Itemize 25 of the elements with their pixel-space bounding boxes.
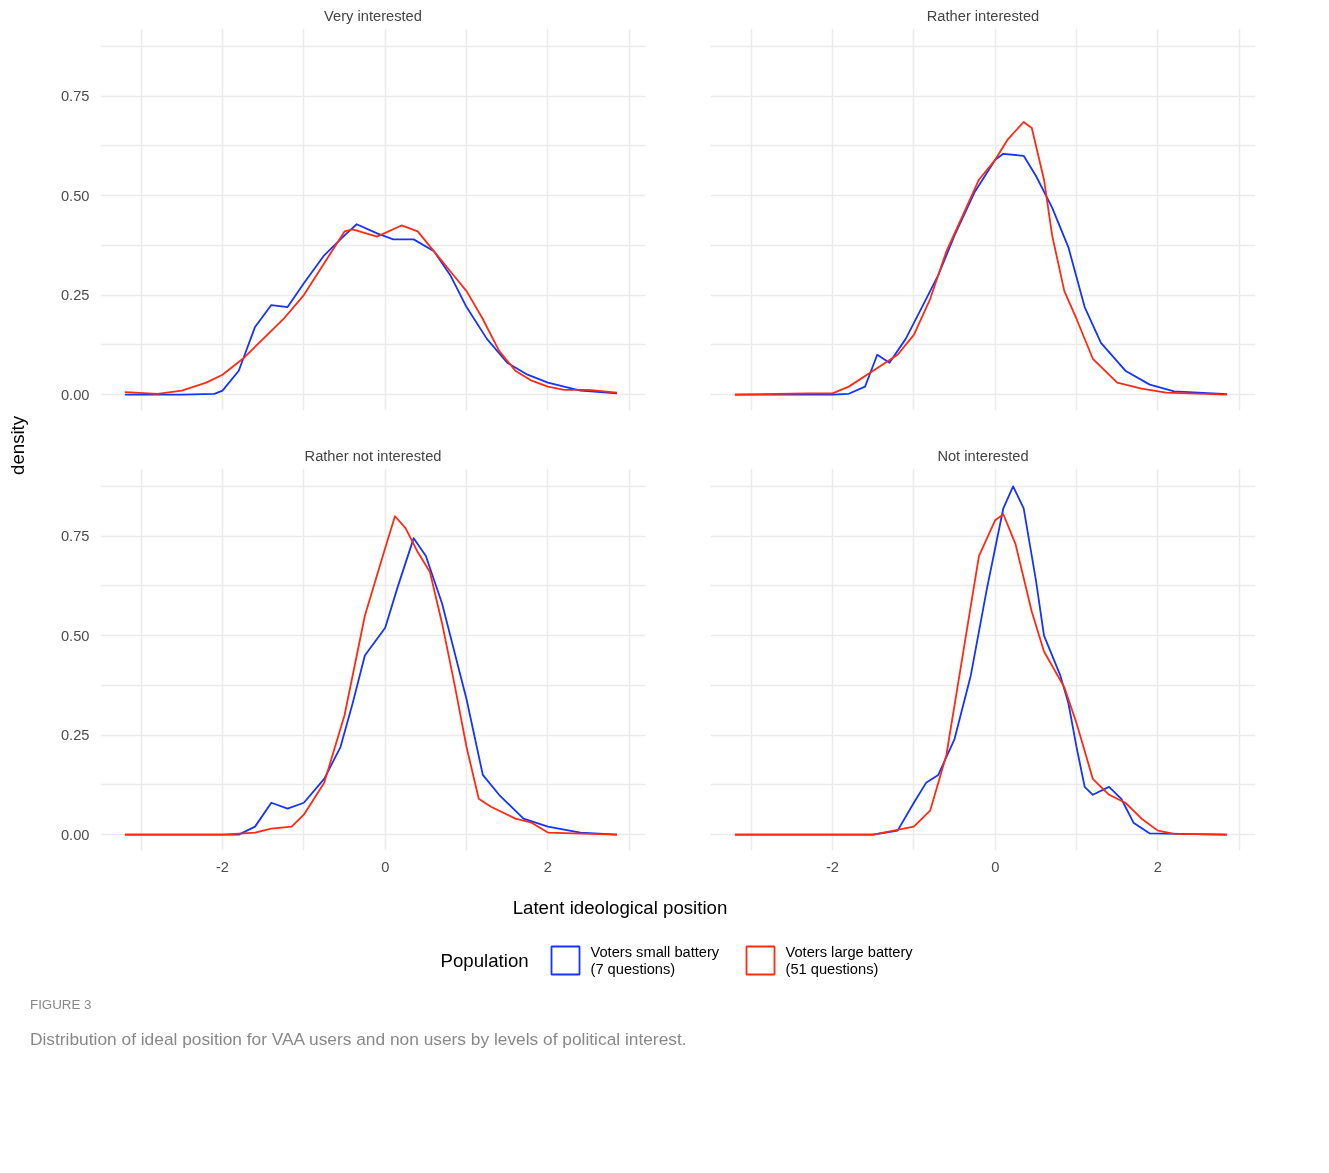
chart-title: Not interested xyxy=(937,447,1029,464)
y-tick-label: 0.50 xyxy=(60,187,90,204)
y-tick-label: 0.75 xyxy=(60,528,90,545)
legend-label: Voters small battery (7 questions) xyxy=(590,943,720,978)
y-tick-label: 0.00 xyxy=(60,386,90,403)
x-tick-label: 0 xyxy=(381,858,390,875)
x-tick-label: 2 xyxy=(543,858,552,875)
x-tick-label: 2 xyxy=(1153,858,1162,875)
chart-title: Rather interested xyxy=(926,7,1040,24)
y-tick-label: 0.50 xyxy=(60,627,90,644)
x-tick-label: 0 xyxy=(991,858,1000,875)
text: Distribution of ideal position for VAA users and non users by levels of political interest. xyxy=(30,1028,687,1051)
legend-title: Population xyxy=(440,950,529,971)
x-tick-label: -2 xyxy=(826,858,840,875)
chart-title: Rather not interested xyxy=(304,447,442,464)
y-tick-label: 0.00 xyxy=(60,826,90,843)
x-tick-label: -2 xyxy=(216,858,230,875)
y-tick-label: 0.25 xyxy=(60,727,90,744)
y-axis-title: density xyxy=(6,415,29,475)
y-tick-label: 0.75 xyxy=(60,88,90,105)
y-tick-label: 0.25 xyxy=(60,287,90,304)
x-axis-title: Latent ideological position xyxy=(512,896,728,920)
legend-label: Voters large battery (51 questions) xyxy=(785,943,914,978)
chart-title: Very interested xyxy=(324,7,422,24)
caption: FIGURE 3 xyxy=(30,996,92,1014)
